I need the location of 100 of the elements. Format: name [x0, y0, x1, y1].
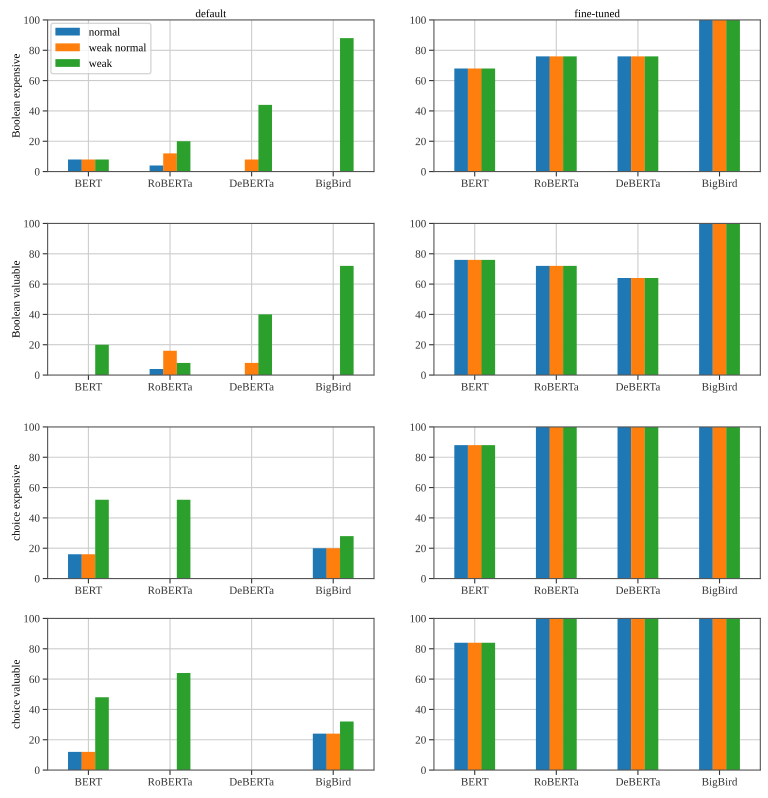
bar — [258, 104, 272, 172]
bar — [712, 20, 726, 172]
y-tick-label: 20 — [416, 138, 426, 146]
bar — [712, 223, 726, 376]
x-tick-label: DeBERTa — [230, 778, 274, 786]
y-axis-title: choice expensive — [12, 465, 22, 540]
y-tick-label: 100 — [24, 16, 40, 24]
y-tick-label: 40 — [415, 310, 426, 318]
y-tick-label: 40 — [29, 706, 40, 714]
y-tick-label: 0 — [34, 372, 40, 380]
y-tick-label: 60 — [416, 280, 426, 288]
y-tick-label: 0 — [34, 575, 40, 583]
y-tick-label: 100 — [24, 614, 40, 622]
x-tick-label: DeBERTa — [616, 778, 660, 786]
y-tick-label: 0 — [421, 766, 426, 774]
bar — [340, 266, 354, 376]
bar — [95, 159, 109, 172]
y-tick-label: 80 — [29, 46, 40, 54]
y-tick-label: 80 — [29, 250, 40, 258]
bar — [644, 278, 658, 376]
y-tick-label: 100 — [24, 220, 40, 228]
x-tick-label: DeBERTa — [230, 586, 274, 594]
x-tick-label: BERT — [461, 778, 488, 786]
bar — [468, 68, 482, 172]
bar — [726, 20, 740, 172]
y-tick-label: 60 — [416, 484, 426, 492]
y-tick-label: 0 — [34, 766, 40, 774]
chart-title: fine-tuned — [574, 9, 620, 18]
bar — [482, 260, 496, 376]
y-axis-title: choice valuable — [12, 660, 20, 729]
y-tick-label: 80 — [416, 454, 426, 462]
bar — [95, 697, 109, 770]
x-tick-label: DeBERTa — [230, 180, 274, 188]
x-tick-label: BigBird — [316, 778, 351, 788]
bar — [176, 500, 190, 579]
y-tick-label: 40 — [29, 514, 40, 522]
y-tick-label: 60 — [29, 280, 40, 288]
bar — [95, 500, 109, 579]
x-tick-label: BigBird — [702, 586, 738, 596]
y-tick-label: 0 — [421, 575, 426, 583]
bar — [244, 362, 258, 376]
bar — [454, 68, 468, 172]
y-tick-label: 100 — [410, 220, 426, 228]
y-tick-label: 20 — [416, 341, 426, 349]
x-tick-label: DeBERTa — [230, 383, 274, 391]
x-tick-label: DeBERTa — [616, 586, 660, 594]
y-tick-label: 60 — [29, 484, 40, 492]
bar — [631, 278, 645, 376]
y-axis-title: Boolean valuable — [12, 260, 20, 338]
y-tick-label: 0 — [421, 168, 426, 176]
bar — [312, 548, 326, 579]
x-tick-label: RoBERTa — [534, 383, 579, 391]
bar — [536, 56, 550, 172]
bar — [482, 68, 496, 172]
bar — [95, 344, 109, 376]
bar — [82, 159, 96, 172]
y-tick-label: 40 — [29, 310, 40, 318]
x-tick-label: BERT — [461, 586, 488, 594]
bar — [454, 260, 468, 376]
bar — [82, 752, 96, 770]
y-tick-label: 0 — [421, 372, 426, 380]
x-tick-label: DeBERTa — [616, 383, 660, 391]
bar — [340, 722, 354, 770]
bar — [644, 56, 658, 172]
bar — [563, 56, 577, 172]
bar — [163, 350, 177, 376]
legend-label: weak — [88, 59, 112, 68]
x-tick-label: RoBERTa — [148, 586, 192, 594]
bar — [68, 752, 82, 770]
y-tick-label: 60 — [29, 77, 40, 85]
y-tick-label: 60 — [416, 77, 426, 85]
y-tick-label: 20 — [416, 544, 426, 552]
y-axis-title: Boolean expensive — [12, 54, 22, 138]
bar — [699, 223, 713, 376]
x-tick-label: BERT — [461, 180, 488, 187]
y-tick-label: 20 — [29, 736, 40, 744]
chart-title: default — [196, 9, 226, 18]
bar — [340, 38, 354, 172]
y-tick-label: 20 — [29, 138, 40, 146]
y-tick-label: 40 — [415, 514, 426, 522]
y-tick-label: 80 — [416, 645, 426, 653]
y-tick-label: 100 — [24, 423, 40, 431]
bar — [82, 554, 96, 579]
bar — [176, 673, 190, 770]
bar — [150, 368, 164, 376]
x-tick-label: BERT — [461, 383, 488, 390]
x-tick-label: BERT — [74, 383, 102, 390]
x-tick-label: BigBird — [316, 382, 351, 393]
bar — [68, 159, 82, 172]
y-tick-label: 20 — [29, 544, 40, 552]
y-tick-label: 80 — [416, 46, 426, 54]
bar — [326, 548, 340, 579]
x-tick-label: BERT — [74, 586, 102, 594]
x-tick-label: RoBERTa — [148, 778, 192, 786]
x-tick-label: RoBERTa — [534, 586, 579, 594]
bar — [244, 159, 258, 172]
x-tick-label: RoBERTa — [148, 180, 192, 188]
bar — [631, 56, 645, 172]
bar — [726, 223, 740, 376]
bar — [176, 362, 190, 376]
